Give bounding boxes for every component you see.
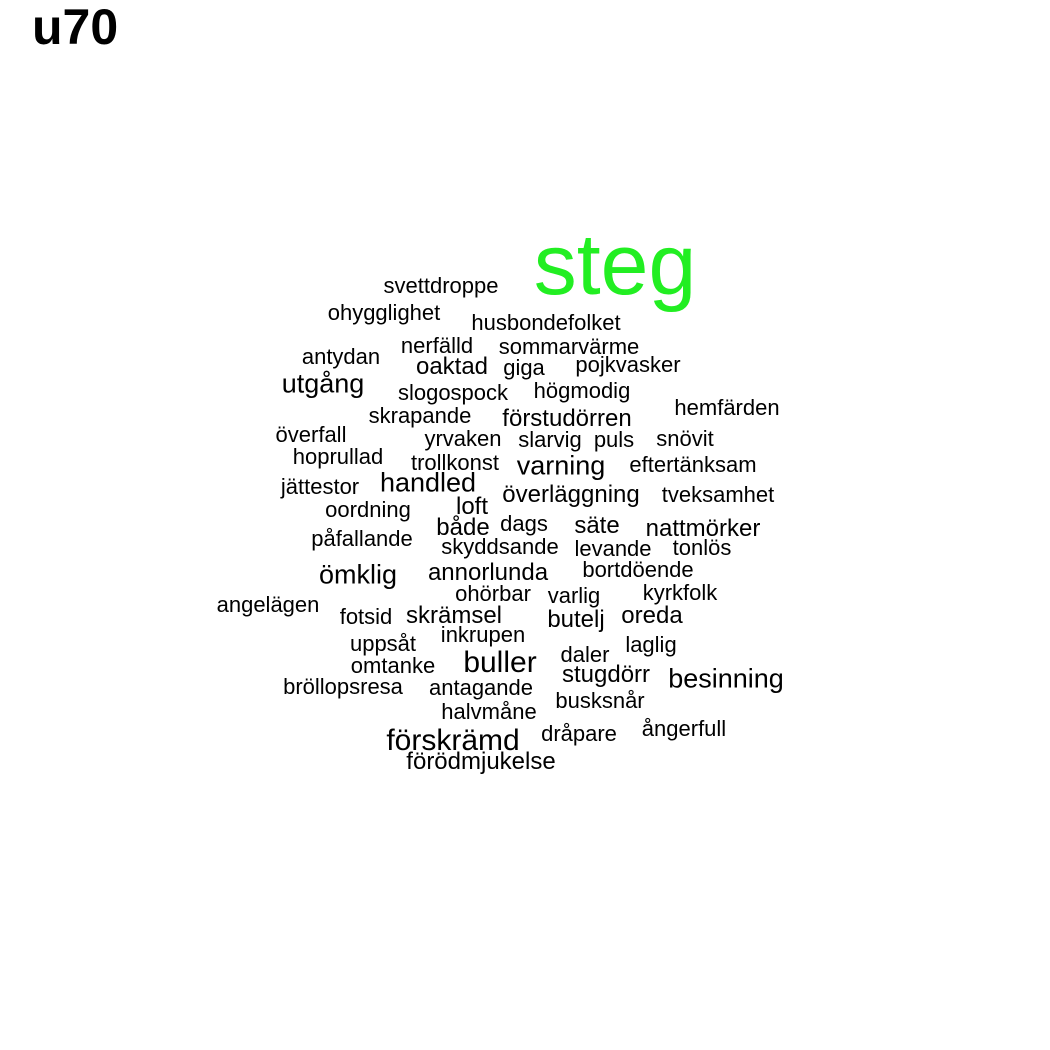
word-daler: daler [560, 642, 610, 667]
word-laglig: laglig [625, 632, 677, 657]
word-eftertanksam: eftertänksam [629, 452, 757, 477]
word-oreda: oreda [621, 602, 683, 629]
word-forskramd: förskrämd [386, 724, 520, 757]
word-overfall: överfall [275, 422, 347, 447]
word-omtanke: omtanke [350, 653, 436, 678]
word-jattestor: jättestor [280, 474, 360, 499]
word-svettdroppe: svettdroppe [383, 273, 499, 298]
word-skrapande: skrapande [368, 403, 472, 428]
word-bortdoende: bortdöende [582, 557, 694, 582]
word-inkrupen: inkrupen [440, 622, 526, 647]
word-besinning: besinning [668, 663, 784, 694]
word-slogospock: slogospock [397, 380, 509, 405]
word-pojkvasker: pojkvasker [575, 352, 681, 377]
word-ohygglighet: ohygglighet [327, 300, 441, 325]
word-giga: giga [503, 355, 545, 380]
word-ohorbar: ohörbar [455, 581, 531, 606]
word-uppsat: uppsåt [349, 631, 417, 656]
word-varning: varning [516, 450, 606, 481]
word-forstudorren: förstudörren [502, 405, 632, 432]
word-omklig: ömklig [318, 559, 398, 590]
word-trollkonst: trollkonst [410, 450, 500, 475]
word-utgang: utgång [281, 368, 365, 399]
word-stugdorr: stugdörr [561, 661, 651, 688]
word-pafallande: påfallande [311, 526, 413, 551]
word-husbondefolket: husbondefolket [471, 310, 621, 335]
page-title: u70 [32, 0, 119, 55]
word-busksnar: busksnår [555, 688, 645, 713]
word-steg: steg [533, 217, 697, 313]
word-sommarvarme: sommarvärme [498, 334, 640, 359]
word-angerfull: ångerfull [641, 716, 727, 741]
word-oaktad: oaktad [415, 353, 489, 380]
word-hogmodig: högmodig [533, 378, 631, 403]
word-kyrkfolk: kyrkfolk [642, 580, 718, 605]
word-puls: puls [593, 427, 635, 452]
word-angelagen: angelägen [216, 592, 320, 617]
word-drapare: dråpare [541, 721, 617, 746]
word-antagande: antagande [429, 675, 533, 700]
word-halvmane: halvmåne [441, 699, 537, 724]
word-levande: levande [574, 536, 652, 561]
word-hoprullad: hoprullad [292, 444, 384, 469]
word-annorlunda: annorlunda [427, 559, 549, 586]
word-bade: både [436, 514, 490, 541]
word-tonlos: tonlös [672, 535, 732, 560]
word-sate: säte [574, 512, 620, 539]
word-brollopsresa: bröllopsresa [283, 674, 403, 699]
word-buller: buller [463, 646, 537, 679]
word-overlaggning: överläggning [502, 481, 640, 508]
word-nerfalld: nerfälld [400, 333, 474, 358]
word-handled: handled [379, 467, 477, 498]
word-butelj: butelj [547, 606, 605, 633]
word-varlig: varlig [547, 583, 601, 608]
word-hemfarden: hemfärden [674, 395, 780, 420]
word-dags: dags [500, 511, 548, 536]
word-yrvaken: yrvaken [424, 426, 502, 451]
word-fotsid: fotsid [339, 604, 393, 629]
word-loft: loft [455, 493, 489, 520]
word-snovit: snövit [656, 426, 714, 451]
word-antydan: antydan [301, 344, 381, 369]
word-skyddsande: skyddsande [441, 534, 559, 559]
word-tveksamhet: tveksamhet [661, 482, 775, 507]
word-nattmorker: nattmörker [645, 515, 761, 542]
word-skramsel: skrämsel [405, 602, 503, 629]
word-oordning: oordning [325, 497, 411, 522]
word-forodmjukelse: förödmjukelse [406, 748, 556, 775]
word-slarvig: slarvig [518, 427, 582, 452]
